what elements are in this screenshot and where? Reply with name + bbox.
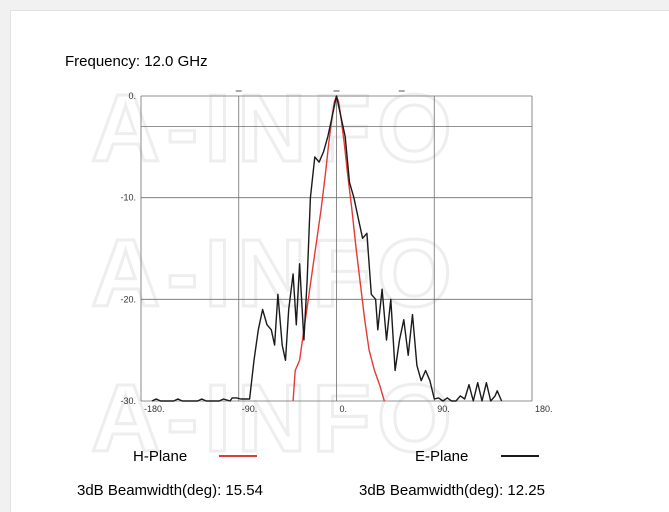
legend-e-plane-label: E-Plane: [415, 448, 468, 465]
y-tick-label: 0.: [128, 91, 136, 101]
watermark-text-3: A-INFO: [91, 365, 458, 472]
h-plane-beamwidth: 3dB Beamwidth(deg): 15.54: [77, 482, 263, 499]
watermark-text-1: A-INFO: [91, 75, 458, 182]
legend: H-Plane E-Plane 3dB Beamwidth(deg): 15.5…: [77, 448, 545, 499]
tick-labels: -180. -90. 0. 90. 180. 0. -10. -20. -30.: [120, 91, 552, 414]
grid: [140, 90, 533, 402]
legend-h-plane-label: H-Plane: [133, 448, 187, 465]
e-plane-beamwidth: 3dB Beamwidth(deg): 12.25: [359, 482, 545, 499]
watermark: A-INFO A-INFO A-INFO: [90, 74, 458, 474]
x-tick-label: -90.: [242, 404, 258, 414]
e-plane-series-line: [151, 95, 503, 402]
y-tick-label: -10.: [120, 193, 136, 203]
x-tick-label: 0.: [340, 404, 348, 414]
chart-title: Frequency: 12.0 GHz: [65, 53, 208, 70]
watermark-text-2: A-INFO: [91, 220, 458, 327]
x-tick-label: 180.: [535, 404, 553, 414]
radiation-pattern-chart: A-INFO A-INFO A-INFO Frequency: 12.0 GHz…: [65, 53, 553, 499]
series: [151, 95, 503, 402]
chart-card: A-INFO A-INFO A-INFO Frequency: 12.0 GHz…: [10, 10, 669, 512]
x-tick-label: 90.: [437, 404, 450, 414]
y-tick-label: -30.: [120, 396, 136, 406]
x-tick-label: -180.: [144, 404, 165, 414]
y-tick-label: -20.: [120, 294, 136, 304]
